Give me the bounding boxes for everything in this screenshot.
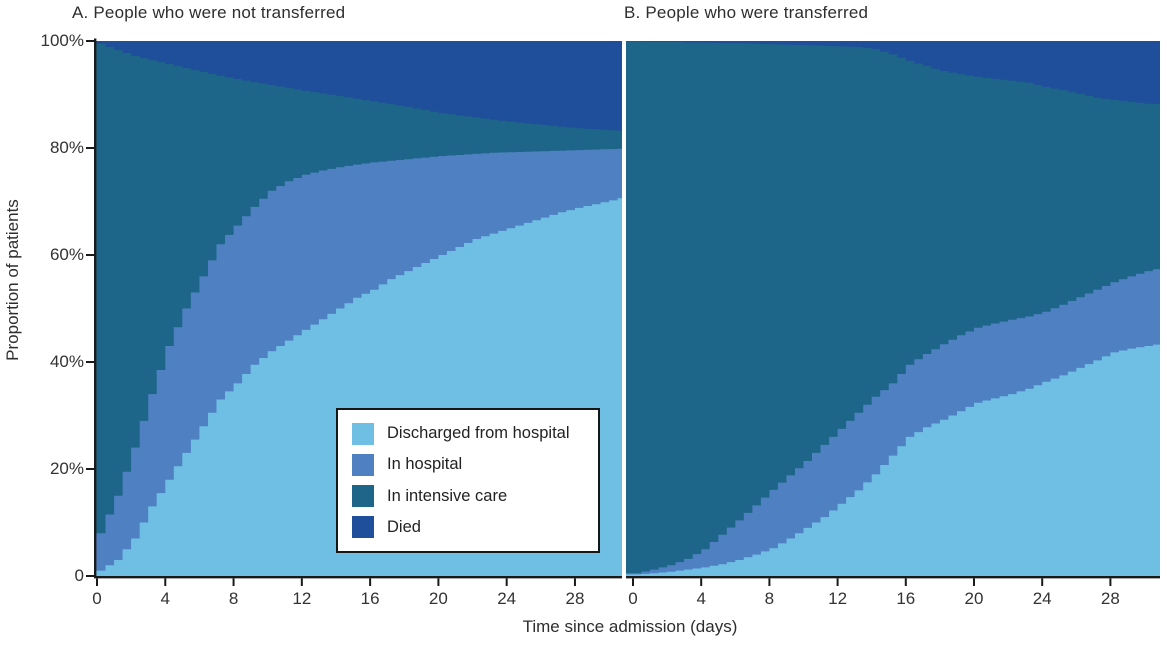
- x-tick-label: 20: [428, 589, 448, 608]
- x-axis-label: Time since admission (days): [522, 617, 738, 636]
- x-tick-label: 16: [896, 589, 916, 608]
- x-tick-label: 4: [696, 589, 706, 608]
- y-tick-label: 0: [74, 566, 84, 585]
- legend-swatch-icon: [352, 516, 374, 539]
- x-tick-label: 20: [964, 589, 984, 608]
- x-tick-label: 24: [497, 589, 517, 608]
- legend-label: Died: [387, 517, 421, 536]
- x-tick-label: 16: [360, 589, 380, 608]
- legend-box: Discharged from hospital In hospital In in…: [336, 408, 600, 553]
- panel-a-title: A. People who were not transferred: [72, 3, 346, 22]
- x-tick-label: 8: [228, 589, 239, 608]
- x-tick-label: 0: [628, 589, 638, 608]
- legend-label: Discharged from hospital: [387, 424, 570, 443]
- legend-item-1: In hospital: [352, 453, 584, 476]
- legend-swatch-icon: [352, 485, 374, 508]
- x-tick-label: 12: [828, 589, 848, 608]
- legend-item-3: Died: [352, 516, 584, 539]
- legend-item-2: In intensive care: [352, 485, 584, 508]
- panel-b-title: B. People who were transferred: [624, 3, 869, 22]
- x-tick-label: 24: [1032, 589, 1052, 608]
- y-axis-label: Proportion of patients: [3, 199, 22, 361]
- y-tick-label: 80%: [49, 138, 84, 157]
- legend-swatch-icon: [352, 453, 374, 476]
- legend-swatch-icon: [352, 422, 374, 445]
- x-tick-label: 12: [292, 589, 312, 608]
- x-tick-label: 28: [1100, 589, 1120, 608]
- x-tick-label: 8: [764, 589, 775, 608]
- x-tick-label: 28: [565, 589, 585, 608]
- legend-label: In intensive care: [387, 486, 508, 505]
- y-tick-label: 20%: [49, 459, 84, 478]
- x-tick-label: 4: [160, 589, 170, 608]
- y-tick-label: 40%: [49, 352, 84, 371]
- x-tick-label: 0: [92, 589, 102, 608]
- legend-item-0: Discharged from hospital: [352, 422, 584, 445]
- legend-label: In hospital: [387, 455, 463, 474]
- y-tick-label: 60%: [49, 245, 84, 264]
- y-tick-label: 100%: [40, 31, 84, 50]
- area-discharged-panel-1: [626, 344, 1160, 576]
